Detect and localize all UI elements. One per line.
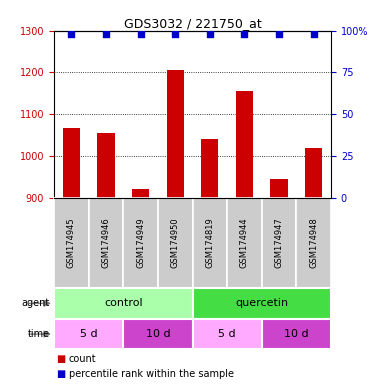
Text: agent: agent [22,298,50,308]
Bar [158,198,192,288]
Text: control: control [104,298,142,308]
Bar [262,319,331,349]
Text: GSM174949: GSM174949 [136,218,145,268]
Bar [296,198,331,288]
Text: count: count [69,354,96,364]
Point [241,31,248,37]
Bar [167,70,184,198]
Bar [227,198,262,288]
Text: GSM174945: GSM174945 [67,218,76,268]
Text: GSM174944: GSM174944 [240,218,249,268]
Text: 5 d: 5 d [80,329,97,339]
Point [137,31,144,37]
Text: GSM174947: GSM174947 [275,217,284,268]
Bar [192,198,227,288]
Bar [54,319,123,349]
Bar [132,189,149,198]
Bar [123,319,192,349]
Text: time: time [28,329,50,339]
Point [276,31,282,37]
Bar [236,91,253,198]
Bar [201,139,219,198]
Bar [123,198,158,288]
Text: 5 d: 5 d [218,329,236,339]
Text: GSM174948: GSM174948 [309,217,318,268]
Point [172,31,178,37]
Bar [97,133,115,198]
Bar [262,198,296,288]
Bar [192,288,331,319]
Text: GSM174819: GSM174819 [205,217,214,268]
Bar [305,147,323,198]
Bar [271,179,288,198]
Bar [62,127,80,198]
Bar [54,198,89,288]
Bar [89,198,123,288]
Point [103,31,109,37]
Text: GSM174950: GSM174950 [171,218,180,268]
Text: ■: ■ [56,369,65,379]
Point [68,31,74,37]
Text: percentile rank within the sample: percentile rank within the sample [69,369,234,379]
Bar [192,319,262,349]
Bar [54,288,192,319]
Text: GSM174946: GSM174946 [101,217,110,268]
Title: GDS3032 / 221750_at: GDS3032 / 221750_at [124,17,261,30]
Text: ■: ■ [56,354,65,364]
Point [207,31,213,37]
Text: 10 d: 10 d [284,329,309,339]
Text: quercetin: quercetin [235,298,288,308]
Text: 10 d: 10 d [146,329,170,339]
Point [311,31,317,37]
